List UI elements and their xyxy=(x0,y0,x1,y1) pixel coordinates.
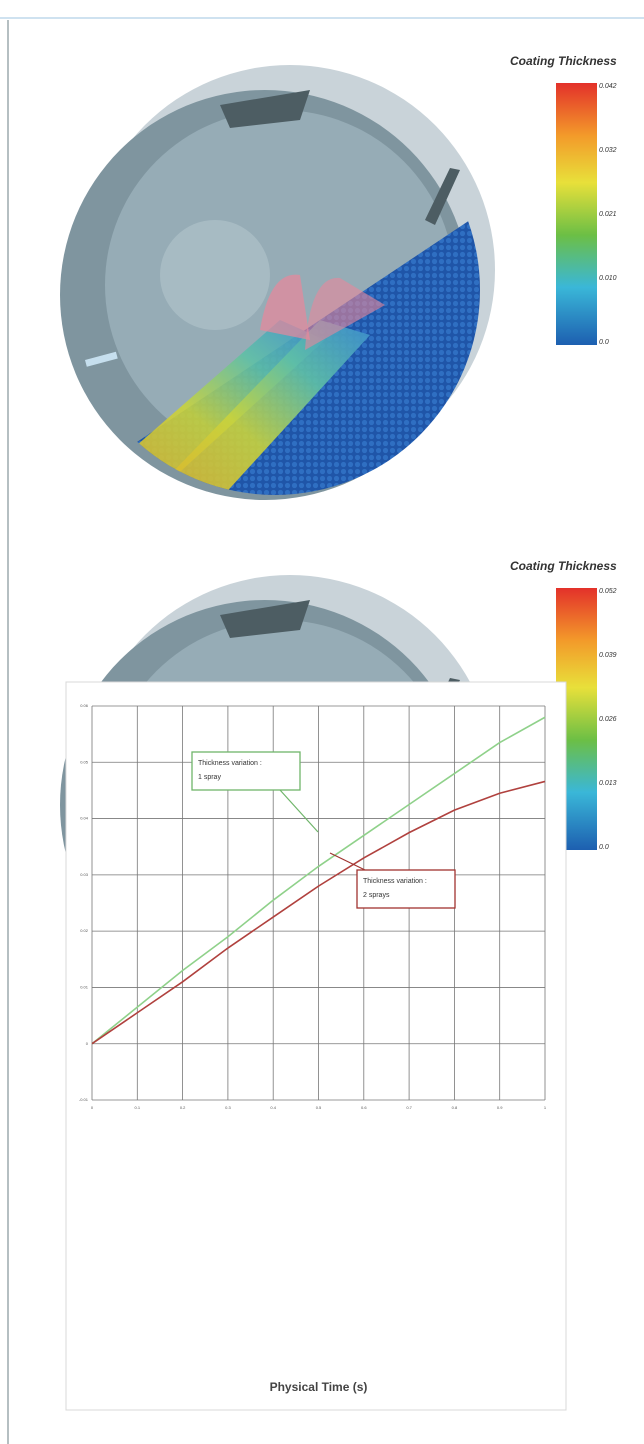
page: Coating Thickness 0.042 0.032 0.021 0.010 0.0… xyxy=(0,0,644,1444)
annotation-text: Thickness variation : xyxy=(198,760,262,767)
annotation-text: 1 spray xyxy=(198,774,221,781)
x-tick-label: 0.8 xyxy=(452,1105,458,1110)
colorbar-title: Coating Thickness xyxy=(510,54,617,68)
colorbar-tick-label: 0.042 xyxy=(599,83,617,90)
render-image xyxy=(50,65,510,540)
colorbar-tick-label: 0.010 xyxy=(599,275,617,282)
y-tick-label: 0.06 xyxy=(80,703,89,708)
colorbar-tick-label: 0.013 xyxy=(599,780,617,787)
annotation-box xyxy=(357,870,455,908)
x-tick-label: 0.5 xyxy=(316,1105,322,1110)
x-tick-label: 0.7 xyxy=(406,1105,412,1110)
annotation-text: Thickness variation : xyxy=(363,878,427,885)
x-tick-label: 0.1 xyxy=(135,1105,141,1110)
colorbar-tick-label: 0.052 xyxy=(599,588,617,595)
y-tick-label: 0.01 xyxy=(80,984,89,989)
x-tick-label: 0.3 xyxy=(225,1105,231,1110)
colorbar-tick-label: 0.032 xyxy=(599,147,617,154)
x-axis-label: Physical Time (s) xyxy=(270,1380,368,1394)
colorbar xyxy=(556,83,597,345)
annotation-text: 2 sprays xyxy=(363,892,390,899)
y-tick-label: 0.05 xyxy=(80,759,89,764)
colorbar-tick-label: 0.021 xyxy=(599,211,617,218)
y-tick-label: 0.02 xyxy=(80,928,89,933)
x-tick-label: 0.6 xyxy=(361,1105,367,1110)
y-tick-label: -0.01 xyxy=(79,1097,89,1102)
colorbar-tick-label: 0.039 xyxy=(599,652,617,659)
x-tick-label: 0.4 xyxy=(270,1105,276,1110)
y-tick-label: 0.04 xyxy=(80,816,89,821)
colorbar-tick-label: 0.026 xyxy=(599,716,617,723)
x-tick-label: 0.2 xyxy=(180,1105,186,1110)
chart-frame xyxy=(66,682,566,1410)
annotation-box xyxy=(192,752,300,790)
y-tick-label: 0.03 xyxy=(80,872,89,877)
x-tick-label: 0.9 xyxy=(497,1105,503,1110)
colorbar-tick-label: 0.0 xyxy=(599,339,609,346)
colorbar-tick-label: 0.0 xyxy=(599,844,609,851)
colorbar-title: Coating Thickness xyxy=(510,559,617,573)
